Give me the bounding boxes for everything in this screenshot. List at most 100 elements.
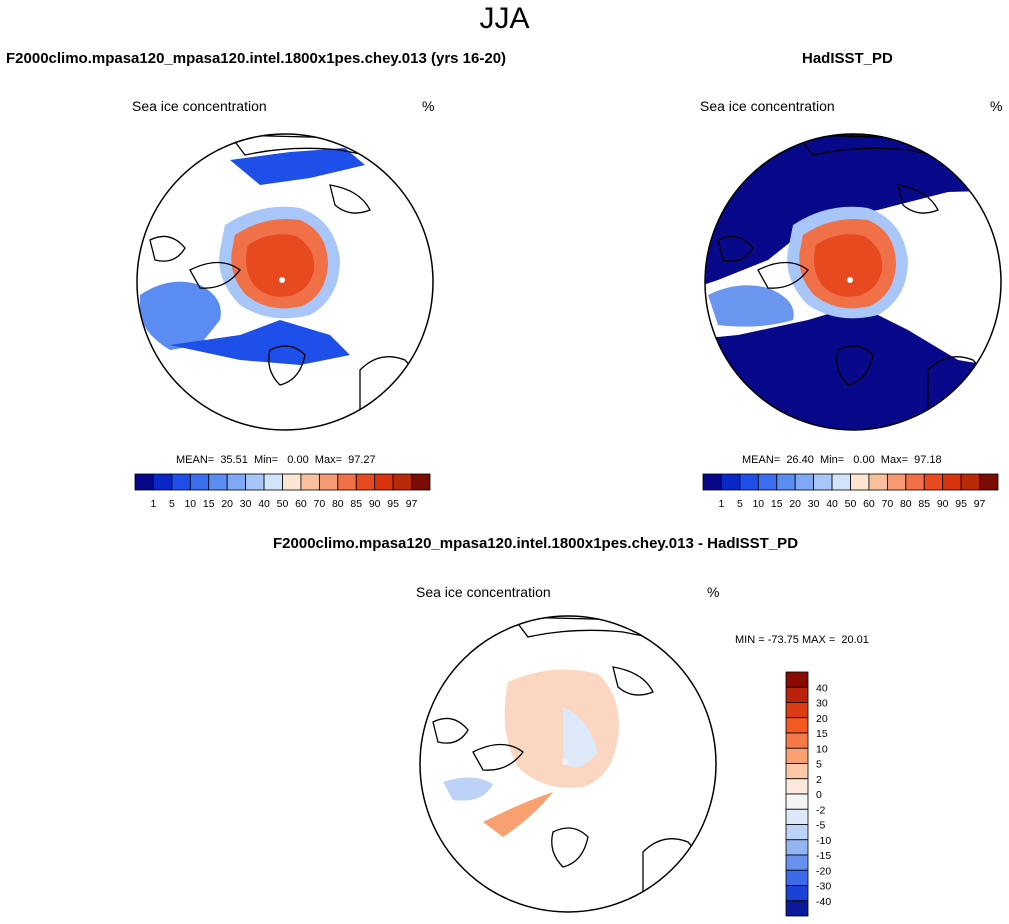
colorbar-swatch: [337, 473, 357, 491]
colorbar-swatch: [813, 473, 833, 491]
land-outline: [268, 345, 306, 386]
colorbar-tick-label: 97: [406, 498, 418, 510]
colorbar-tick-label: 70: [882, 498, 894, 510]
colorbar-tick-label: 80: [332, 498, 344, 510]
ice-hudson-bay: [708, 285, 794, 327]
diff-pole-hole: [562, 759, 568, 765]
colorbar-swatch: [785, 793, 809, 810]
colorbar-tick-label: 60: [295, 498, 307, 510]
panel-3-stats: MIN = -73.75 MAX = 20.01: [735, 634, 869, 646]
colorbar-tick-label: 10: [752, 498, 764, 510]
colorbar-tick-label: 40: [258, 498, 270, 510]
colorbar-tick-label: 20: [221, 498, 233, 510]
colorbar-tick-label: 40: [826, 498, 838, 510]
diff-positive-band: [483, 792, 553, 837]
colorbar-tick-label: -30: [816, 881, 831, 893]
colorbar-tick-label: 15: [203, 498, 215, 510]
colorbar-swatch: [785, 885, 809, 902]
colorbar-swatch: [979, 473, 999, 491]
land-outline: [432, 717, 469, 744]
colorbar-swatch: [776, 473, 796, 491]
ice-marginal-south: [170, 320, 350, 365]
colorbar-tick-label: 80: [900, 498, 912, 510]
panel-1-map-content: [140, 134, 431, 430]
colorbar-swatch: [785, 839, 809, 856]
land-outline: [472, 743, 524, 771]
panel-2-map-border: [704, 133, 1002, 431]
colorbar-tick-label: 40: [816, 682, 828, 694]
land-outline: [897, 184, 939, 214]
colorbar-swatch: [831, 473, 851, 491]
colorbar-tick-label: 10: [184, 498, 196, 510]
colorbar-tick-label: 2: [816, 774, 822, 786]
colorbar-swatch: [923, 473, 944, 491]
colorbar-tick-label: 90: [369, 498, 381, 510]
panel-2-colorbar: 1 5 10 15 20 30 40 50 60 70 80 85 90 95 97: [702, 473, 999, 510]
land-outline: [551, 827, 589, 868]
colorbar-tick-label: -15: [816, 850, 831, 862]
colorbar-swatch: [785, 900, 809, 917]
land-outline: [717, 235, 754, 262]
panel-1-colorbar: 1 5 10 15 20 30 40 50 60 70 80 85 90 95 97: [134, 473, 431, 510]
colorbar-swatch: [134, 473, 154, 491]
panel-3-map-content: [432, 616, 714, 912]
colorbar-tick-label: 50: [845, 498, 857, 510]
colorbar-swatch: [318, 473, 339, 491]
panel-2-title: HadISST_PD: [802, 50, 893, 67]
pole-marker: [847, 277, 853, 283]
colorbar-swatch: [189, 473, 210, 491]
colorbar-tick-label: 1: [719, 498, 725, 510]
colorbar-swatch: [794, 473, 815, 491]
colorbar-tick-label: -5: [816, 820, 825, 832]
diff-hudson-bay: [443, 777, 493, 801]
ice-hudson-bay: [140, 281, 221, 350]
land-outline: [359, 356, 422, 430]
colorbar-tick-label: 5: [816, 759, 822, 771]
ocean-ice-band-north: [705, 134, 1001, 290]
colorbar-tick-label: 90: [937, 498, 949, 510]
colorbar-swatch: [171, 473, 191, 491]
colorbar-swatch: [905, 473, 925, 491]
colorbar-swatch: [226, 473, 247, 491]
land-outline: [511, 616, 714, 648]
colorbar-swatch: [721, 473, 741, 491]
panel-2-variable-label: Sea ice concentration: [700, 98, 835, 114]
colorbar-tick-label: 5: [737, 498, 743, 510]
colorbar-swatch: [208, 473, 228, 491]
land-outline: [836, 345, 874, 386]
colorbar-tick-label: 30: [808, 498, 820, 510]
colorbar-swatch: [868, 473, 888, 491]
colorbar-swatch: [245, 473, 265, 491]
panel-1-map-border: [136, 133, 434, 431]
panel-1-polar-map: [136, 133, 434, 431]
colorbar-swatch: [785, 824, 809, 841]
colorbar-swatch: [739, 473, 759, 491]
panel-2-stats: MEAN= 26.40 Min= 0.00 Max= 97.18: [742, 454, 942, 466]
ice-marginal-north: [230, 148, 365, 185]
colorbar-tick-label: 30: [816, 698, 828, 710]
colorbar-tick-label: 95: [955, 498, 967, 510]
panel-1-variable-label: Sea ice concentration: [132, 98, 267, 114]
colorbar-swatch: [785, 763, 809, 780]
colorbar-tick-label: 97: [974, 498, 986, 510]
colorbar-tick-label: 0: [816, 789, 822, 801]
panel-3-title: F2000climo.mpasa120_mpasa120.intel.1800x…: [273, 535, 799, 552]
colorbar-tick-label: 60: [863, 498, 875, 510]
panel-1-units-label: %: [422, 98, 435, 114]
colorbar-tick-label: 15: [816, 728, 828, 740]
colorbar-swatch: [263, 473, 283, 491]
colorbar-tick-label: 95: [387, 498, 399, 510]
panel-2-units-label: %: [990, 98, 1003, 114]
season-title: JJA: [479, 2, 530, 35]
colorbar-swatch: [785, 778, 809, 795]
colorbar-tick-label: 10: [816, 743, 828, 755]
panel-2-polar-map: [704, 133, 1002, 431]
colorbar-swatch: [785, 732, 809, 749]
colorbar-swatch: [785, 702, 809, 719]
colorbar-swatch: [886, 473, 907, 491]
colorbar-tick-label: -10: [816, 835, 831, 847]
ice-pack-inner: [814, 234, 883, 297]
colorbar-swatch: [300, 473, 320, 491]
colorbar-swatch: [942, 473, 962, 491]
colorbar-swatch: [850, 473, 870, 491]
